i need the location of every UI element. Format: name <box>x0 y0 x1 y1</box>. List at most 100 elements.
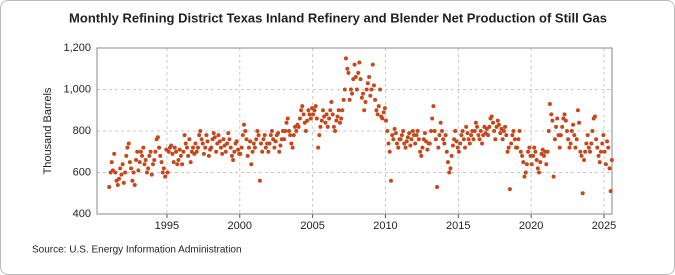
data-point <box>580 191 585 196</box>
plot-frame <box>96 47 613 215</box>
data-point <box>413 141 418 146</box>
data-point <box>143 158 148 163</box>
data-point <box>459 133 464 138</box>
data-point <box>240 133 245 138</box>
data-point <box>147 153 152 158</box>
data-point <box>505 149 510 154</box>
data-point <box>185 145 190 150</box>
data-point <box>405 135 410 140</box>
data-point <box>174 149 179 154</box>
data-point <box>538 160 543 165</box>
data-point <box>572 133 577 138</box>
data-point <box>564 129 569 133</box>
data-point <box>287 129 292 133</box>
data-point <box>172 145 177 150</box>
data-point <box>241 122 246 127</box>
data-point <box>467 141 472 146</box>
data-point <box>301 112 306 117</box>
data-point <box>152 158 157 163</box>
data-point <box>460 129 465 133</box>
data-point <box>569 129 574 133</box>
data-point <box>601 133 606 138</box>
data-point <box>320 108 325 113</box>
data-point <box>408 143 413 148</box>
data-point <box>182 133 187 138</box>
data-point <box>204 133 209 138</box>
y-tick-label: 400 <box>73 208 91 220</box>
data-point <box>588 149 593 154</box>
data-point <box>238 151 243 156</box>
data-point <box>443 133 448 138</box>
data-point <box>255 129 260 133</box>
data-point <box>589 141 594 146</box>
data-point <box>329 99 334 104</box>
data-point <box>319 118 324 123</box>
data-point <box>116 176 121 181</box>
data-point <box>558 133 563 138</box>
data-point <box>496 122 501 127</box>
data-point <box>166 149 171 154</box>
data-point <box>381 110 386 115</box>
data-point <box>441 137 446 142</box>
data-point <box>276 131 281 136</box>
data-point <box>554 124 559 129</box>
data-point <box>245 153 250 158</box>
data-point <box>495 118 500 123</box>
data-point <box>314 116 319 121</box>
data-point <box>159 160 164 165</box>
data-point <box>290 145 295 150</box>
data-point <box>472 129 477 133</box>
data-point <box>563 118 568 123</box>
data-point <box>439 129 444 133</box>
data-point <box>518 149 523 154</box>
x-tick-label: 2025 <box>592 220 616 232</box>
data-point <box>526 149 531 154</box>
y-tick-label: 1,200 <box>63 42 91 54</box>
data-point <box>250 149 255 154</box>
data-point <box>212 135 217 140</box>
data-point <box>123 170 128 175</box>
data-point <box>517 129 522 133</box>
data-point <box>254 137 259 142</box>
data-point <box>475 124 480 129</box>
y-tick-label: 1,000 <box>63 83 91 95</box>
data-point <box>420 145 425 150</box>
data-point <box>603 162 608 167</box>
data-point <box>232 149 237 154</box>
data-point <box>393 131 398 136</box>
data-point <box>157 145 162 150</box>
data-point <box>200 141 205 146</box>
data-point <box>529 162 534 167</box>
data-point <box>365 81 370 86</box>
data-point <box>404 139 409 144</box>
data-point <box>445 160 450 165</box>
data-point <box>350 91 355 96</box>
data-point <box>387 149 392 154</box>
data-point <box>115 182 120 187</box>
chart-title: Monthly Refining District Texas Inland R… <box>69 10 607 25</box>
data-point <box>134 158 139 163</box>
data-point <box>135 149 140 154</box>
data-point <box>150 162 155 167</box>
data-point <box>327 116 332 121</box>
data-point <box>579 153 584 158</box>
data-point <box>180 162 185 167</box>
data-point <box>124 153 129 158</box>
data-point <box>308 116 313 121</box>
data-point <box>583 149 588 154</box>
data-point <box>374 108 379 113</box>
data-point <box>324 112 329 117</box>
data-point <box>396 145 401 150</box>
data-point <box>493 137 498 142</box>
data-point <box>375 112 380 117</box>
data-point <box>225 141 230 146</box>
data-point <box>160 170 165 175</box>
data-point <box>425 147 430 152</box>
data-point <box>246 145 251 150</box>
data-point <box>516 137 521 142</box>
data-point <box>307 112 312 117</box>
x-tick-label: 2005 <box>300 220 324 232</box>
data-point <box>427 141 432 146</box>
data-point <box>325 124 330 129</box>
